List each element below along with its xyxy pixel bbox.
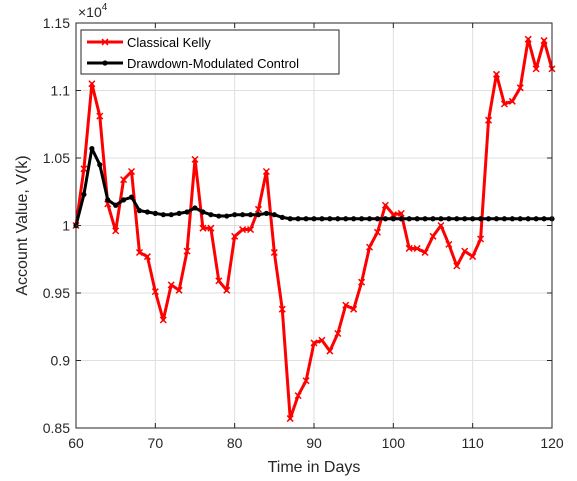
y-tick-label: 1 [62,218,70,234]
x-tick-label: 70 [148,435,164,451]
exponent-power: 4 [102,2,108,13]
data-point-dot-marker [97,162,102,167]
legend-marker-dot [102,60,107,65]
data-point-dot-marker [526,216,531,221]
data-point-dot-marker [264,211,269,216]
data-point-dot-marker [335,216,340,221]
data-point-dot-marker [240,212,245,217]
data-point-dot-marker [407,216,412,221]
data-point-dot-marker [478,216,483,221]
data-point-dot-marker [105,197,110,202]
data-point-dot-marker [399,216,404,221]
x-tick-label: 60 [68,435,84,451]
data-point-dot-marker [367,216,372,221]
data-point-dot-marker [343,216,348,221]
data-point-dot-marker [430,216,435,221]
data-point-dot-marker [177,211,182,216]
data-point-dot-marker [137,208,142,213]
data-point-dot-marker [192,205,197,210]
data-point-dot-marker [494,216,499,221]
data-point-dot-marker [145,209,150,214]
data-point-dot-marker [462,216,467,221]
data-point-dot-marker [351,216,356,221]
data-point-dot-marker [272,212,277,217]
data-point-dot-marker [327,216,332,221]
y-tick-label: 0.9 [51,353,71,369]
y-tick-label: 0.85 [43,420,70,436]
x-tick-label: 110 [462,435,485,451]
x-tick-label: 90 [306,435,322,451]
data-point-dot-marker [454,216,459,221]
data-point-dot-marker [169,212,174,217]
data-point-dot-marker [121,197,126,202]
data-point-dot-marker [470,216,475,221]
data-point-dot-marker [415,216,420,221]
data-point-dot-marker [216,213,221,218]
data-point-dot-marker [184,209,189,214]
data-point-dot-marker [153,211,158,216]
data-point-dot-marker [375,216,380,221]
x-tick-label: 100 [382,435,406,451]
legend: Classical Kelly Drawdown-Modulated Contr… [81,30,339,74]
data-point-dot-marker [510,216,515,221]
data-point-dot-marker [502,216,507,221]
data-point-dot-marker [486,216,491,221]
legend-label-drawdown-modulated-control: Drawdown-Modulated Control [127,56,299,71]
data-point-dot-marker [89,146,94,151]
data-point-dot-marker [534,216,539,221]
data-point-dot-marker [256,212,261,217]
y-tick-label: 1.15 [43,15,70,31]
data-point-dot-marker [446,216,451,221]
x-axis-label: Time in Days [268,459,361,476]
data-point-dot-marker [113,203,118,208]
data-point-dot-marker [391,216,396,221]
data-point-dot-marker [81,192,86,197]
data-point-dot-marker [422,216,427,221]
data-point-dot-marker [518,216,523,221]
data-point-dot-marker [311,216,316,221]
y-tick-label: 1.1 [51,83,71,99]
data-point-dot-marker [129,195,134,200]
data-point-dot-marker [208,212,213,217]
data-point-dot-marker [248,212,253,217]
data-point-dot-marker [438,216,443,221]
y-axis-label: Account Value, V(k) [14,155,31,295]
y-tick-label: 1.05 [43,150,70,166]
data-point-dot-marker [303,216,308,221]
data-point-dot-marker [200,209,205,214]
exponent-base: ×10 [78,4,102,20]
data-point-dot-marker [232,212,237,217]
data-point-dot-marker [319,216,324,221]
data-point-dot-marker [280,215,285,220]
data-point-dot-marker [288,216,293,221]
data-point-dot-marker [296,216,301,221]
y-tick-label: 0.95 [43,285,70,301]
data-point-dot-marker [359,216,364,221]
legend-label-classical-kelly: Classical Kelly [127,35,211,50]
data-point-dot-marker [161,212,166,217]
x-tick-label: 120 [540,435,564,451]
x-tick-label: 80 [227,435,243,451]
data-point-dot-marker [383,216,388,221]
data-point-dot-marker [541,216,546,221]
data-point-dot-marker [224,213,229,218]
